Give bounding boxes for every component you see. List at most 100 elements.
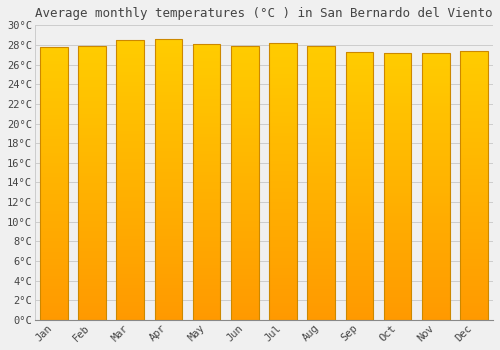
Bar bbox=[308, 149, 335, 152]
Bar bbox=[346, 280, 373, 283]
Bar bbox=[269, 91, 296, 95]
Bar bbox=[346, 219, 373, 223]
Bar bbox=[231, 251, 258, 255]
Bar bbox=[193, 306, 220, 310]
Bar bbox=[422, 206, 450, 210]
Bar bbox=[231, 180, 258, 183]
Bar bbox=[78, 258, 106, 262]
Bar bbox=[308, 214, 335, 217]
Bar bbox=[346, 236, 373, 239]
Bar bbox=[269, 122, 296, 126]
Bar bbox=[269, 272, 296, 275]
Bar bbox=[40, 252, 68, 255]
Bar bbox=[346, 193, 373, 196]
Bar bbox=[384, 317, 411, 320]
Bar bbox=[269, 202, 296, 206]
Bar bbox=[308, 265, 335, 268]
Bar bbox=[460, 178, 487, 182]
Bar bbox=[231, 197, 258, 200]
Bar bbox=[422, 140, 450, 143]
Bar bbox=[460, 172, 487, 175]
Bar bbox=[40, 50, 68, 54]
Bar bbox=[193, 58, 220, 61]
Bar bbox=[422, 120, 450, 123]
Bar bbox=[231, 73, 258, 77]
Bar bbox=[269, 102, 296, 105]
Bar bbox=[308, 241, 335, 245]
Bar bbox=[308, 299, 335, 303]
Bar bbox=[422, 163, 450, 166]
Bar bbox=[346, 313, 373, 317]
Bar bbox=[384, 220, 411, 223]
Bar bbox=[308, 84, 335, 87]
Bar bbox=[460, 81, 487, 84]
Bar bbox=[78, 118, 106, 121]
Bar bbox=[193, 213, 220, 216]
Bar bbox=[308, 49, 335, 53]
Bar bbox=[460, 300, 487, 303]
Bar bbox=[154, 302, 182, 306]
Bar bbox=[78, 155, 106, 159]
Bar bbox=[193, 44, 220, 47]
Bar bbox=[269, 136, 296, 140]
Bar bbox=[116, 134, 144, 138]
Bar bbox=[193, 237, 220, 240]
Bar bbox=[154, 74, 182, 78]
Bar bbox=[231, 183, 258, 186]
Bar bbox=[193, 123, 220, 127]
Bar bbox=[40, 71, 68, 74]
Bar bbox=[231, 132, 258, 135]
Bar bbox=[269, 130, 296, 133]
Bar bbox=[78, 310, 106, 313]
Bar bbox=[154, 92, 182, 95]
Bar bbox=[269, 178, 296, 181]
Bar bbox=[384, 266, 411, 270]
Bar bbox=[193, 113, 220, 117]
Bar bbox=[346, 230, 373, 233]
Bar bbox=[422, 173, 450, 176]
Bar bbox=[346, 65, 373, 69]
Bar bbox=[384, 257, 411, 260]
Bar bbox=[40, 78, 68, 81]
Bar bbox=[269, 47, 296, 50]
Bar bbox=[40, 146, 68, 149]
Bar bbox=[193, 310, 220, 313]
Bar bbox=[384, 246, 411, 250]
Bar bbox=[193, 137, 220, 141]
Bar bbox=[308, 169, 335, 173]
Bar bbox=[269, 282, 296, 285]
Bar bbox=[193, 220, 220, 223]
Bar bbox=[384, 99, 411, 103]
Bar bbox=[269, 247, 296, 251]
Bar bbox=[154, 137, 182, 141]
Bar bbox=[384, 290, 411, 293]
Bar bbox=[40, 177, 68, 180]
Bar bbox=[384, 110, 411, 113]
Bar bbox=[193, 71, 220, 75]
Bar bbox=[40, 74, 68, 78]
Bar bbox=[308, 200, 335, 203]
Bar bbox=[346, 75, 373, 79]
Bar bbox=[460, 202, 487, 205]
Bar bbox=[116, 246, 144, 250]
Bar bbox=[154, 250, 182, 253]
Bar bbox=[422, 287, 450, 290]
Bar bbox=[78, 56, 106, 60]
Bar bbox=[460, 307, 487, 310]
Bar bbox=[422, 210, 450, 213]
Bar bbox=[269, 244, 296, 247]
Bar bbox=[460, 132, 487, 135]
Bar bbox=[346, 166, 373, 169]
Bar bbox=[40, 139, 68, 142]
Bar bbox=[384, 307, 411, 310]
Bar bbox=[460, 296, 487, 300]
Bar bbox=[78, 248, 106, 251]
Bar bbox=[40, 173, 68, 177]
Bar bbox=[193, 282, 220, 286]
Bar bbox=[154, 201, 182, 204]
Bar bbox=[78, 207, 106, 210]
Bar bbox=[40, 282, 68, 286]
Bar bbox=[231, 231, 258, 234]
Bar bbox=[346, 156, 373, 159]
Bar bbox=[308, 207, 335, 210]
